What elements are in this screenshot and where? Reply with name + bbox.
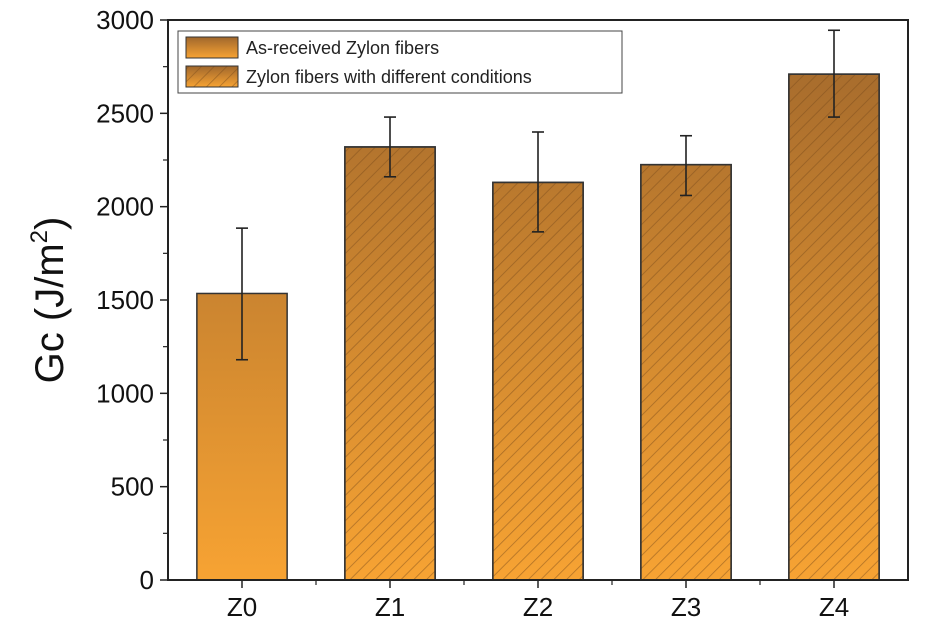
x-tick-label-z2: Z2: [523, 592, 553, 622]
error-bar-z3: [680, 134, 692, 197]
x-axis: Z0 Z1 Z2 Z3 Z4: [227, 580, 849, 622]
legend-box: [177, 30, 623, 94]
error-bar-z2: [532, 131, 544, 233]
y-axis: 0 500 1000 1500 2000 2500 3000: [96, 5, 168, 595]
y-tick-label: 1000: [96, 378, 154, 408]
error-bars-layer: [236, 29, 840, 361]
y-tick-label: 500: [111, 472, 154, 502]
legend-swatch-solid: [185, 36, 239, 59]
error-bar-z0: [236, 227, 248, 361]
x-tick-label-z4: Z4: [819, 592, 849, 622]
y-tick-label: 2000: [96, 192, 154, 222]
y-tick-label: 2500: [96, 98, 154, 128]
bar-hatch-z4: [788, 73, 880, 581]
y-axis-label-superscript: 2: [26, 230, 53, 243]
legend-label-as-received: As-received Zylon fibers: [246, 38, 439, 58]
bars-layer: [196, 73, 880, 581]
y-tick-label: 0: [140, 565, 154, 595]
bar-hatch-z1: [344, 146, 436, 581]
legend: As-received Zylon fibers Zylon fibers wi…: [177, 30, 623, 94]
legend-swatch-hatched: [185, 65, 239, 88]
x-tick-label-z0: Z0: [227, 592, 257, 622]
y-tick-label: 1500: [96, 285, 154, 315]
bar-hatch-z2: [492, 181, 584, 581]
y-tick-label: 3000: [96, 5, 154, 35]
bar-hatch-z3: [640, 163, 732, 581]
legend-label-conditions: Zylon fibers with different conditions: [246, 67, 532, 87]
y-axis-label: Gc (J/m2): [26, 217, 72, 384]
x-tick-label-z3: Z3: [671, 592, 701, 622]
x-tick-label-z1: Z1: [375, 592, 405, 622]
error-bar-z1: [384, 116, 396, 178]
error-bar-z4: [828, 29, 840, 118]
